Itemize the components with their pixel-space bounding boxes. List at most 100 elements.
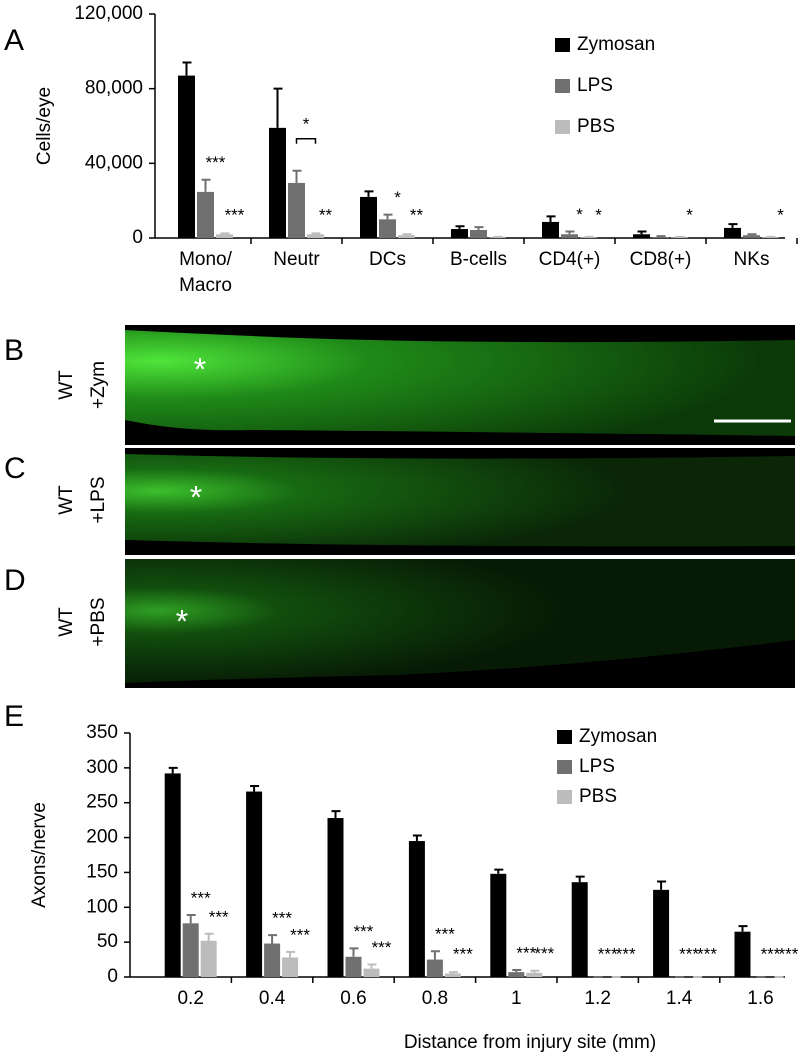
bar bbox=[282, 957, 299, 977]
y-tick-label: 0 bbox=[107, 966, 118, 987]
error-bar bbox=[474, 226, 484, 230]
y-tick-label: 200 bbox=[86, 827, 118, 848]
error-bar bbox=[331, 810, 341, 819]
significance: *** bbox=[516, 944, 536, 963]
error-bar bbox=[512, 969, 522, 973]
error-bar bbox=[311, 232, 321, 235]
error-bar bbox=[364, 190, 374, 197]
treatment: +Zym bbox=[88, 361, 109, 409]
bar bbox=[408, 841, 425, 977]
x-tick-label: 0.4 bbox=[259, 988, 286, 1009]
significance: * bbox=[394, 188, 401, 207]
y-axis-label: Cells/eye bbox=[34, 87, 55, 165]
x-tick-label: 1.6 bbox=[747, 988, 773, 1009]
bar bbox=[327, 818, 344, 977]
legend-label: LPS bbox=[579, 756, 615, 777]
bar bbox=[724, 227, 741, 238]
error-bar bbox=[220, 232, 230, 235]
legend-swatch bbox=[557, 760, 572, 774]
treatment: +LPS bbox=[88, 476, 109, 523]
error-bar bbox=[402, 233, 412, 236]
micrograph bbox=[125, 325, 795, 445]
background bbox=[125, 325, 795, 343]
significance: *** bbox=[453, 944, 473, 963]
genotype: WT bbox=[56, 370, 77, 400]
bar bbox=[633, 234, 650, 238]
legend-swatch bbox=[557, 730, 572, 744]
error-bar bbox=[201, 178, 211, 192]
legend-label: PBS bbox=[579, 786, 617, 807]
bar bbox=[363, 968, 380, 977]
bar bbox=[526, 972, 543, 977]
y-tick-label: 350 bbox=[86, 722, 118, 743]
genotype: WT bbox=[56, 607, 77, 637]
treatment: +PBS bbox=[88, 597, 109, 646]
error-bar bbox=[273, 87, 283, 128]
x-tick-label: 0.6 bbox=[340, 988, 366, 1009]
legend-swatch bbox=[555, 120, 570, 134]
bar bbox=[379, 219, 396, 238]
error-bar bbox=[168, 766, 178, 774]
bar bbox=[426, 959, 443, 977]
legend-swatch bbox=[555, 79, 570, 93]
error-bar bbox=[286, 950, 296, 958]
panel-letter: C bbox=[4, 452, 26, 485]
error-bar bbox=[565, 230, 575, 235]
x-tick-label: B-cells bbox=[450, 249, 507, 270]
significance: * bbox=[576, 205, 583, 224]
significance: * bbox=[686, 205, 693, 224]
bar bbox=[542, 221, 559, 238]
panel-letter: B bbox=[4, 334, 24, 367]
bar bbox=[307, 234, 324, 238]
bar bbox=[216, 234, 233, 238]
error-bar bbox=[455, 225, 465, 230]
error-bar bbox=[430, 950, 440, 960]
y-tick-label: 0 bbox=[132, 227, 143, 248]
bar bbox=[360, 196, 377, 238]
significance: *** bbox=[598, 944, 618, 963]
x-tick-label: NKs bbox=[734, 249, 770, 270]
asterisk: * bbox=[190, 479, 202, 515]
error-bar bbox=[383, 213, 393, 220]
y-axis-label: Axons/nerve bbox=[29, 802, 50, 908]
panel-letter: A bbox=[4, 24, 24, 57]
significance: *** bbox=[209, 907, 229, 926]
legend-label: Zymosan bbox=[577, 34, 655, 55]
bar bbox=[182, 923, 199, 977]
error-bar bbox=[292, 169, 302, 183]
bar bbox=[571, 882, 588, 977]
bar bbox=[178, 75, 195, 238]
bar bbox=[398, 235, 415, 238]
x-tick-label: 1 bbox=[511, 988, 522, 1009]
x-axis-label: Distance from injury site (mm) bbox=[404, 1032, 656, 1053]
error-bar bbox=[182, 61, 192, 76]
y-tick-label: 150 bbox=[86, 861, 118, 882]
bar bbox=[246, 791, 263, 977]
significance: *** bbox=[616, 944, 636, 963]
significance: *** bbox=[272, 909, 292, 928]
error-bar bbox=[349, 947, 359, 957]
legend-label: PBS bbox=[577, 116, 615, 137]
bar bbox=[444, 973, 461, 977]
y-tick-label: 250 bbox=[86, 792, 118, 813]
bar bbox=[451, 229, 468, 238]
error-bar bbox=[493, 235, 503, 238]
error-bar bbox=[766, 235, 776, 238]
background bbox=[125, 640, 795, 688]
x-tick-label: DCs bbox=[369, 249, 406, 270]
error-bar bbox=[584, 235, 594, 238]
bar bbox=[653, 889, 670, 977]
bar bbox=[264, 943, 281, 977]
error-bar bbox=[204, 932, 214, 941]
y-tick-label: 50 bbox=[97, 931, 118, 952]
error-bar bbox=[448, 971, 458, 974]
significance: *** bbox=[290, 925, 310, 944]
error-bar bbox=[412, 834, 422, 842]
bar bbox=[345, 956, 362, 977]
error-bar bbox=[675, 235, 685, 238]
bar bbox=[743, 235, 760, 238]
error-bar bbox=[494, 868, 504, 874]
legend-label: LPS bbox=[577, 75, 613, 96]
error-bar bbox=[186, 913, 196, 924]
